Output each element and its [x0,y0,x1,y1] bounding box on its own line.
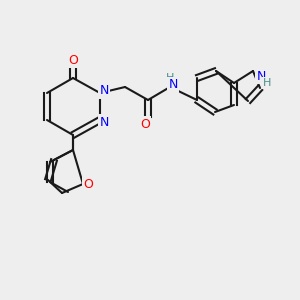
Text: N: N [99,85,109,98]
Text: O: O [140,118,150,130]
Text: O: O [68,53,78,67]
Text: N: N [168,79,178,92]
Text: H: H [263,78,271,88]
Text: N: N [99,116,109,128]
Text: H: H [166,73,174,83]
Text: N: N [256,70,266,83]
Text: O: O [83,178,93,190]
